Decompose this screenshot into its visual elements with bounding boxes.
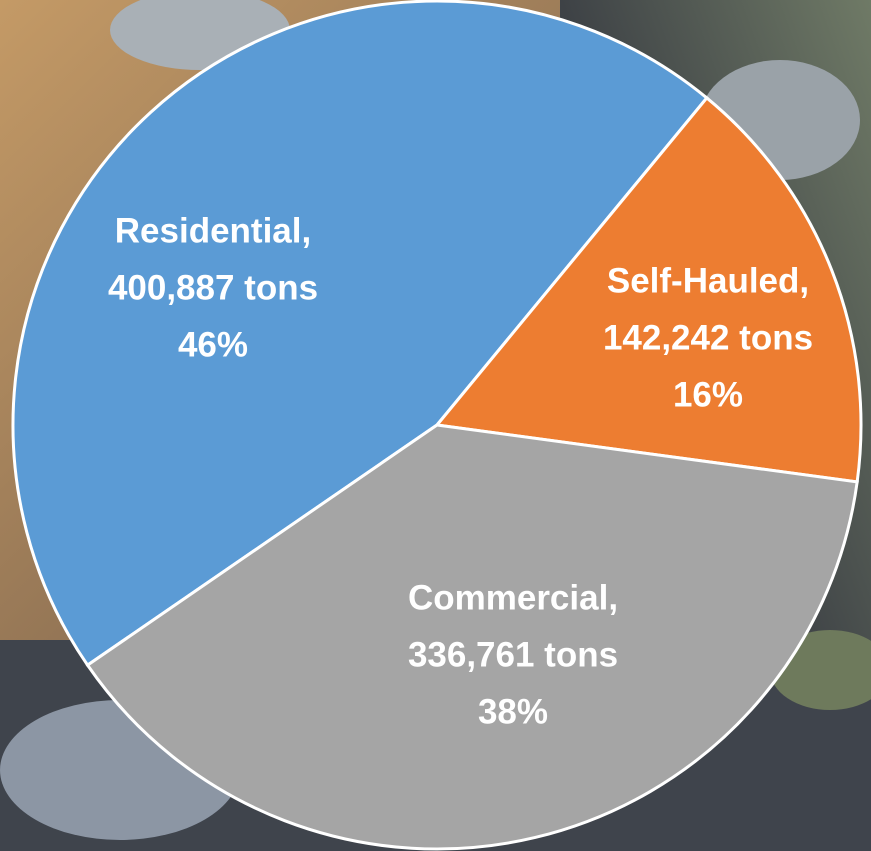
slice-category: Commercial, (408, 578, 618, 617)
slice-percent-label: 46% (178, 325, 248, 364)
pie-slice (85, 423, 859, 851)
slice-value-label: 400,887 tons (108, 268, 318, 307)
slice-value-label: 336,761 tons (408, 635, 618, 674)
slice-value-label: 142,242 tons (603, 318, 813, 357)
pie: Residential, 400,887 tons 46% Self-Hauled, 1… (11, 0, 863, 851)
slice-percent-label: 16% (673, 375, 743, 414)
slice-category: Residential, (115, 211, 311, 250)
slice-category: Self-Hauled, (607, 261, 809, 300)
pie-slice (434, 95, 863, 484)
pie-slice (11, 0, 709, 668)
slice-percent-label: 38% (478, 692, 548, 731)
